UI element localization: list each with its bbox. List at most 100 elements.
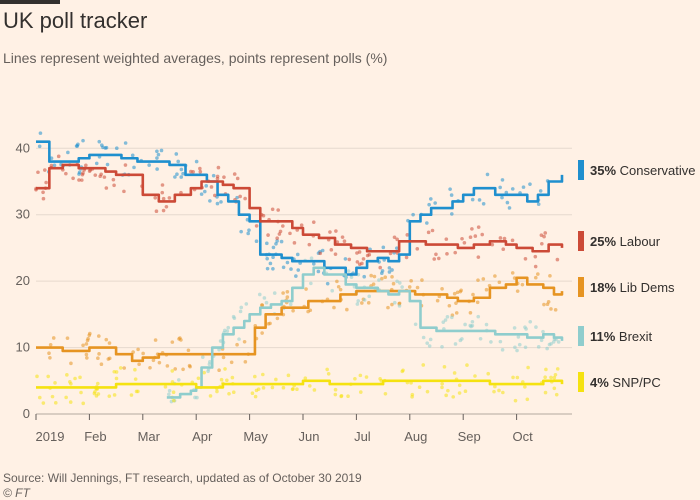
chart-title: UK poll tracker [3,8,148,33]
poll-point [553,308,558,312]
poll-point [304,287,308,291]
poll-point [170,340,175,344]
poll-point [95,381,100,386]
poll-point [536,272,540,276]
poll-point [106,357,111,361]
poll-point [194,159,199,164]
poll-point [515,348,519,353]
poll-point [237,337,241,341]
poll-point [64,171,68,176]
poll-point [254,388,259,393]
poll-point [223,367,227,371]
poll-point [547,342,552,347]
poll-point [541,329,545,334]
poll-point [533,275,538,280]
poll-point [118,366,123,370]
poll-point [445,315,450,319]
poll-point [451,395,456,399]
poll-point [441,320,446,324]
poll-point [219,377,224,382]
poll-point [346,394,350,399]
series-label-brexit: 11% Brexit [578,326,653,346]
poll-point [167,196,172,200]
poll-point [430,228,435,233]
poll-point [505,200,510,205]
poll-point [199,192,204,196]
poll-point [458,289,463,294]
poll-point [367,252,372,257]
poll-point [335,240,340,244]
poll-point [534,325,538,329]
poll-point [523,345,528,350]
poll-point [448,187,452,191]
poll-point [112,369,117,374]
poll-point [539,233,544,237]
poll-point [65,373,69,377]
poll-point [411,212,415,217]
poll-point [239,229,243,234]
poll-point [421,335,426,340]
poll-point [41,401,46,405]
poll-point [336,284,341,289]
poll-point [381,245,386,250]
poll-point [281,224,285,228]
poll-point [254,239,259,243]
poll-point [215,389,219,394]
poll-point [37,395,42,400]
poll-point [346,269,351,273]
poll-point [47,351,51,356]
poll-point [275,239,279,243]
poll-point [173,175,177,179]
poll-point [440,345,444,349]
poll-point [288,302,293,307]
poll-point [42,168,47,172]
poll-point [209,185,214,189]
poll-point [179,167,184,172]
poll-point [473,234,478,238]
poll-point [179,175,184,179]
poll-point [361,257,366,261]
poll-point [369,273,373,278]
poll-point [357,262,362,267]
poll-point [457,383,462,388]
poll-point [523,385,527,389]
poll-point [295,387,299,391]
poll-point [211,173,216,178]
poll-point [497,280,502,285]
poll-point [434,252,438,257]
poll-point [97,352,101,356]
poll-point [41,196,46,201]
poll-point [198,166,202,171]
poll-point [244,302,249,306]
poll-point [285,295,290,299]
poll-point [427,202,431,207]
poll-point [476,314,481,319]
poll-point [364,375,369,379]
poll-point [400,369,405,374]
poll-point [253,374,257,379]
poll-point [253,394,258,399]
poll-point [167,388,172,393]
poll-point [213,193,217,198]
poll-point [316,269,321,274]
poll-point [165,364,170,368]
poll-point [545,346,549,351]
poll-point [38,131,43,135]
series-labels: 35% Conservative 25% Labour 18% Lib Dems 11… [578,160,696,392]
x-tick-label: Feb [84,429,106,444]
poll-point [548,274,552,278]
poll-point [285,289,290,294]
poll-point [104,337,109,342]
poll-point [261,372,265,377]
poll-point [335,279,339,284]
poll-point [556,340,561,344]
poll-point [552,386,557,391]
poll-point [71,176,75,181]
poll-point [232,172,237,176]
poll-point [391,281,396,286]
poll-point [141,351,145,356]
poll-point [208,360,212,364]
y-tick-label: 30 [16,207,30,222]
poll-point [502,236,507,241]
